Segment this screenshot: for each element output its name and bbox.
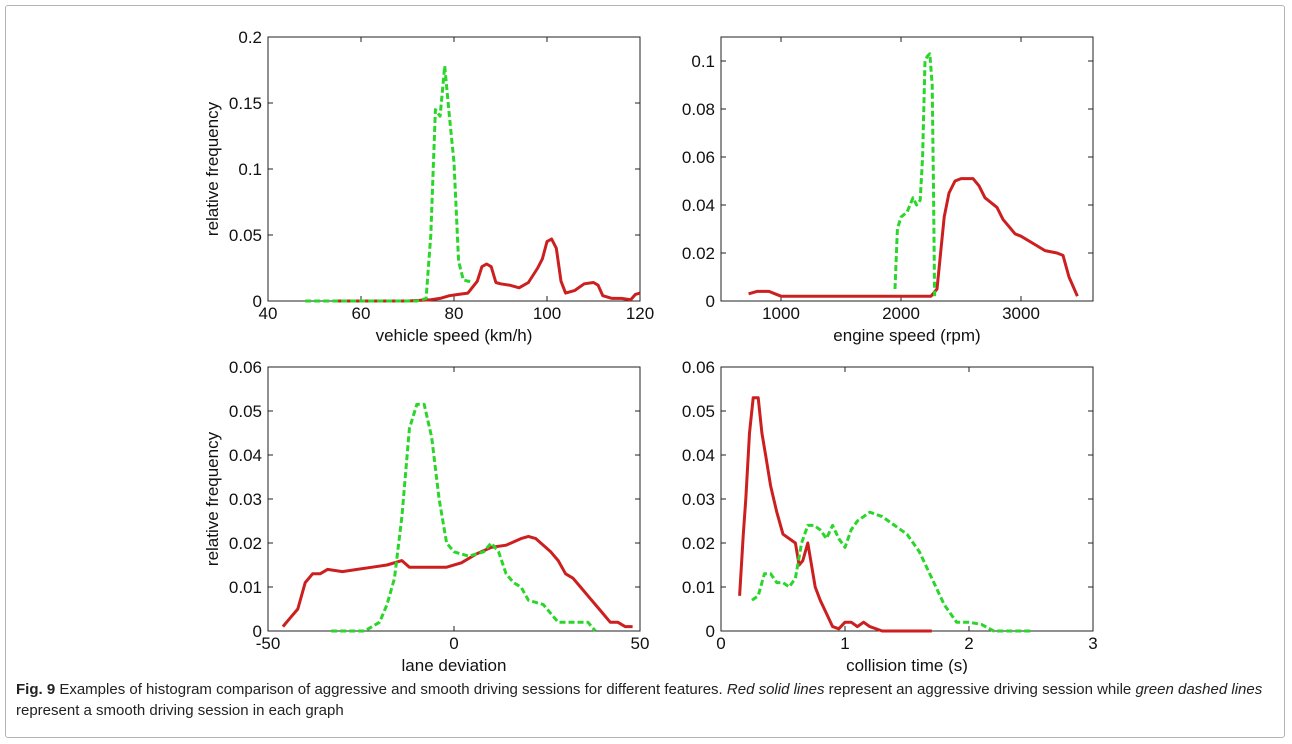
x-tick-label: 0: [449, 634, 458, 653]
aggressive-session-line: [748, 177, 1079, 298]
figure-caption: Fig. 9 Examples of histogram comparison …: [16, 679, 1276, 721]
y-tick-label: 0: [706, 622, 715, 641]
smooth-session-line: [893, 52, 937, 297]
plot-frame: [720, 366, 1094, 632]
x-tick-label: 0: [716, 634, 725, 653]
caption-italic-red: Red solid lines: [726, 681, 825, 698]
chart-2: 1000 2000 3000 0 0.02 0.04 0.06 0.08 0.1 engine s…: [682, 36, 1094, 345]
plot-frame: [720, 36, 1094, 302]
y-tick-label: 0: [253, 622, 262, 641]
y-tick-label: 0.04: [682, 196, 715, 215]
smooth-session-line: [751, 510, 1031, 633]
aggressive-session-line: [337, 237, 641, 303]
x-tick-label: 100: [533, 304, 561, 323]
smooth-session-line: [305, 64, 473, 303]
x-axis-label: vehicle speed (km/h): [376, 326, 533, 345]
y-tick-label: 0.06: [229, 358, 262, 377]
x-tick-label: 1: [840, 634, 849, 653]
y-tick-label: 0.02: [229, 534, 262, 553]
y-tick-label: 0.04: [682, 446, 715, 465]
y-tick-label: 0: [706, 292, 715, 311]
x-tick-label: 2000: [882, 304, 920, 323]
y-tick-label: 0.1: [238, 160, 262, 179]
y-tick-label: 0.08: [682, 100, 715, 119]
y-tick-label: 0.1: [691, 52, 715, 71]
y-tick-label: 0.06: [682, 358, 715, 377]
y-tick-label: 0.03: [682, 490, 715, 509]
caption-italic-green: green dashed lines: [1135, 681, 1263, 698]
x-tick-label: 40: [259, 304, 278, 323]
y-tick-label: 0.2: [238, 28, 262, 47]
x-tick-label: 60: [352, 304, 371, 323]
y-axis-label: relative frequency: [203, 431, 222, 566]
smooth-session-line: [331, 402, 597, 633]
y-tick-label: 0.02: [682, 244, 715, 263]
y-tick-label: 0.02: [682, 534, 715, 553]
y-tick-label: 0.01: [229, 578, 262, 597]
y-tick-label: 0.05: [229, 402, 262, 421]
chart-4: 0 1 2 3 0 0.01 0.02 0.03 0.04 0.05 0.06 collision t…: [682, 358, 1098, 674]
x-tick-label: -50: [256, 634, 281, 653]
x-tick-label: 120: [626, 304, 654, 323]
caption-text-2: represent an aggressive driving session …: [824, 681, 1136, 698]
x-axis-label: engine speed (rpm): [833, 326, 980, 345]
y-tick-label: 0.01: [682, 578, 715, 597]
y-tick-label: 0.05: [229, 226, 262, 245]
y-axis-label: relative frequency: [203, 101, 222, 236]
x-axis-label: collision time (s): [846, 656, 968, 674]
caption-text-3: represent a smooth driving session in ea…: [16, 702, 344, 719]
x-tick-label: 80: [445, 304, 464, 323]
y-tick-label: 0: [253, 292, 262, 311]
aggressive-session-line: [738, 396, 932, 633]
y-tick-label: 0.03: [229, 490, 262, 509]
caption-text-1: Examples of histogram comparison of aggr…: [55, 681, 727, 698]
chart-1: 40 60 80 100 120 0 0.05 0.1 0.15 0.2 vehicle speed…: [203, 28, 654, 345]
x-axis-label: lane deviation: [402, 656, 507, 674]
y-tick-label: 0.05: [682, 402, 715, 421]
y-tick-label: 0.04: [229, 446, 262, 465]
caption-label: Fig. 9: [16, 681, 56, 698]
x-tick-label: 2: [964, 634, 973, 653]
figure-panel: 40 60 80 100 120 0 0.05 0.1 0.15 0.2 vehicle speed…: [5, 5, 1285, 738]
y-tick-label: 0.15: [229, 94, 262, 113]
x-tick-label: 3: [1088, 634, 1097, 653]
x-tick-label: 50: [631, 634, 650, 653]
x-tick-label: 1000: [762, 304, 800, 323]
y-tick-label: 0.06: [682, 148, 715, 167]
x-tick-label: 3000: [1002, 304, 1040, 323]
